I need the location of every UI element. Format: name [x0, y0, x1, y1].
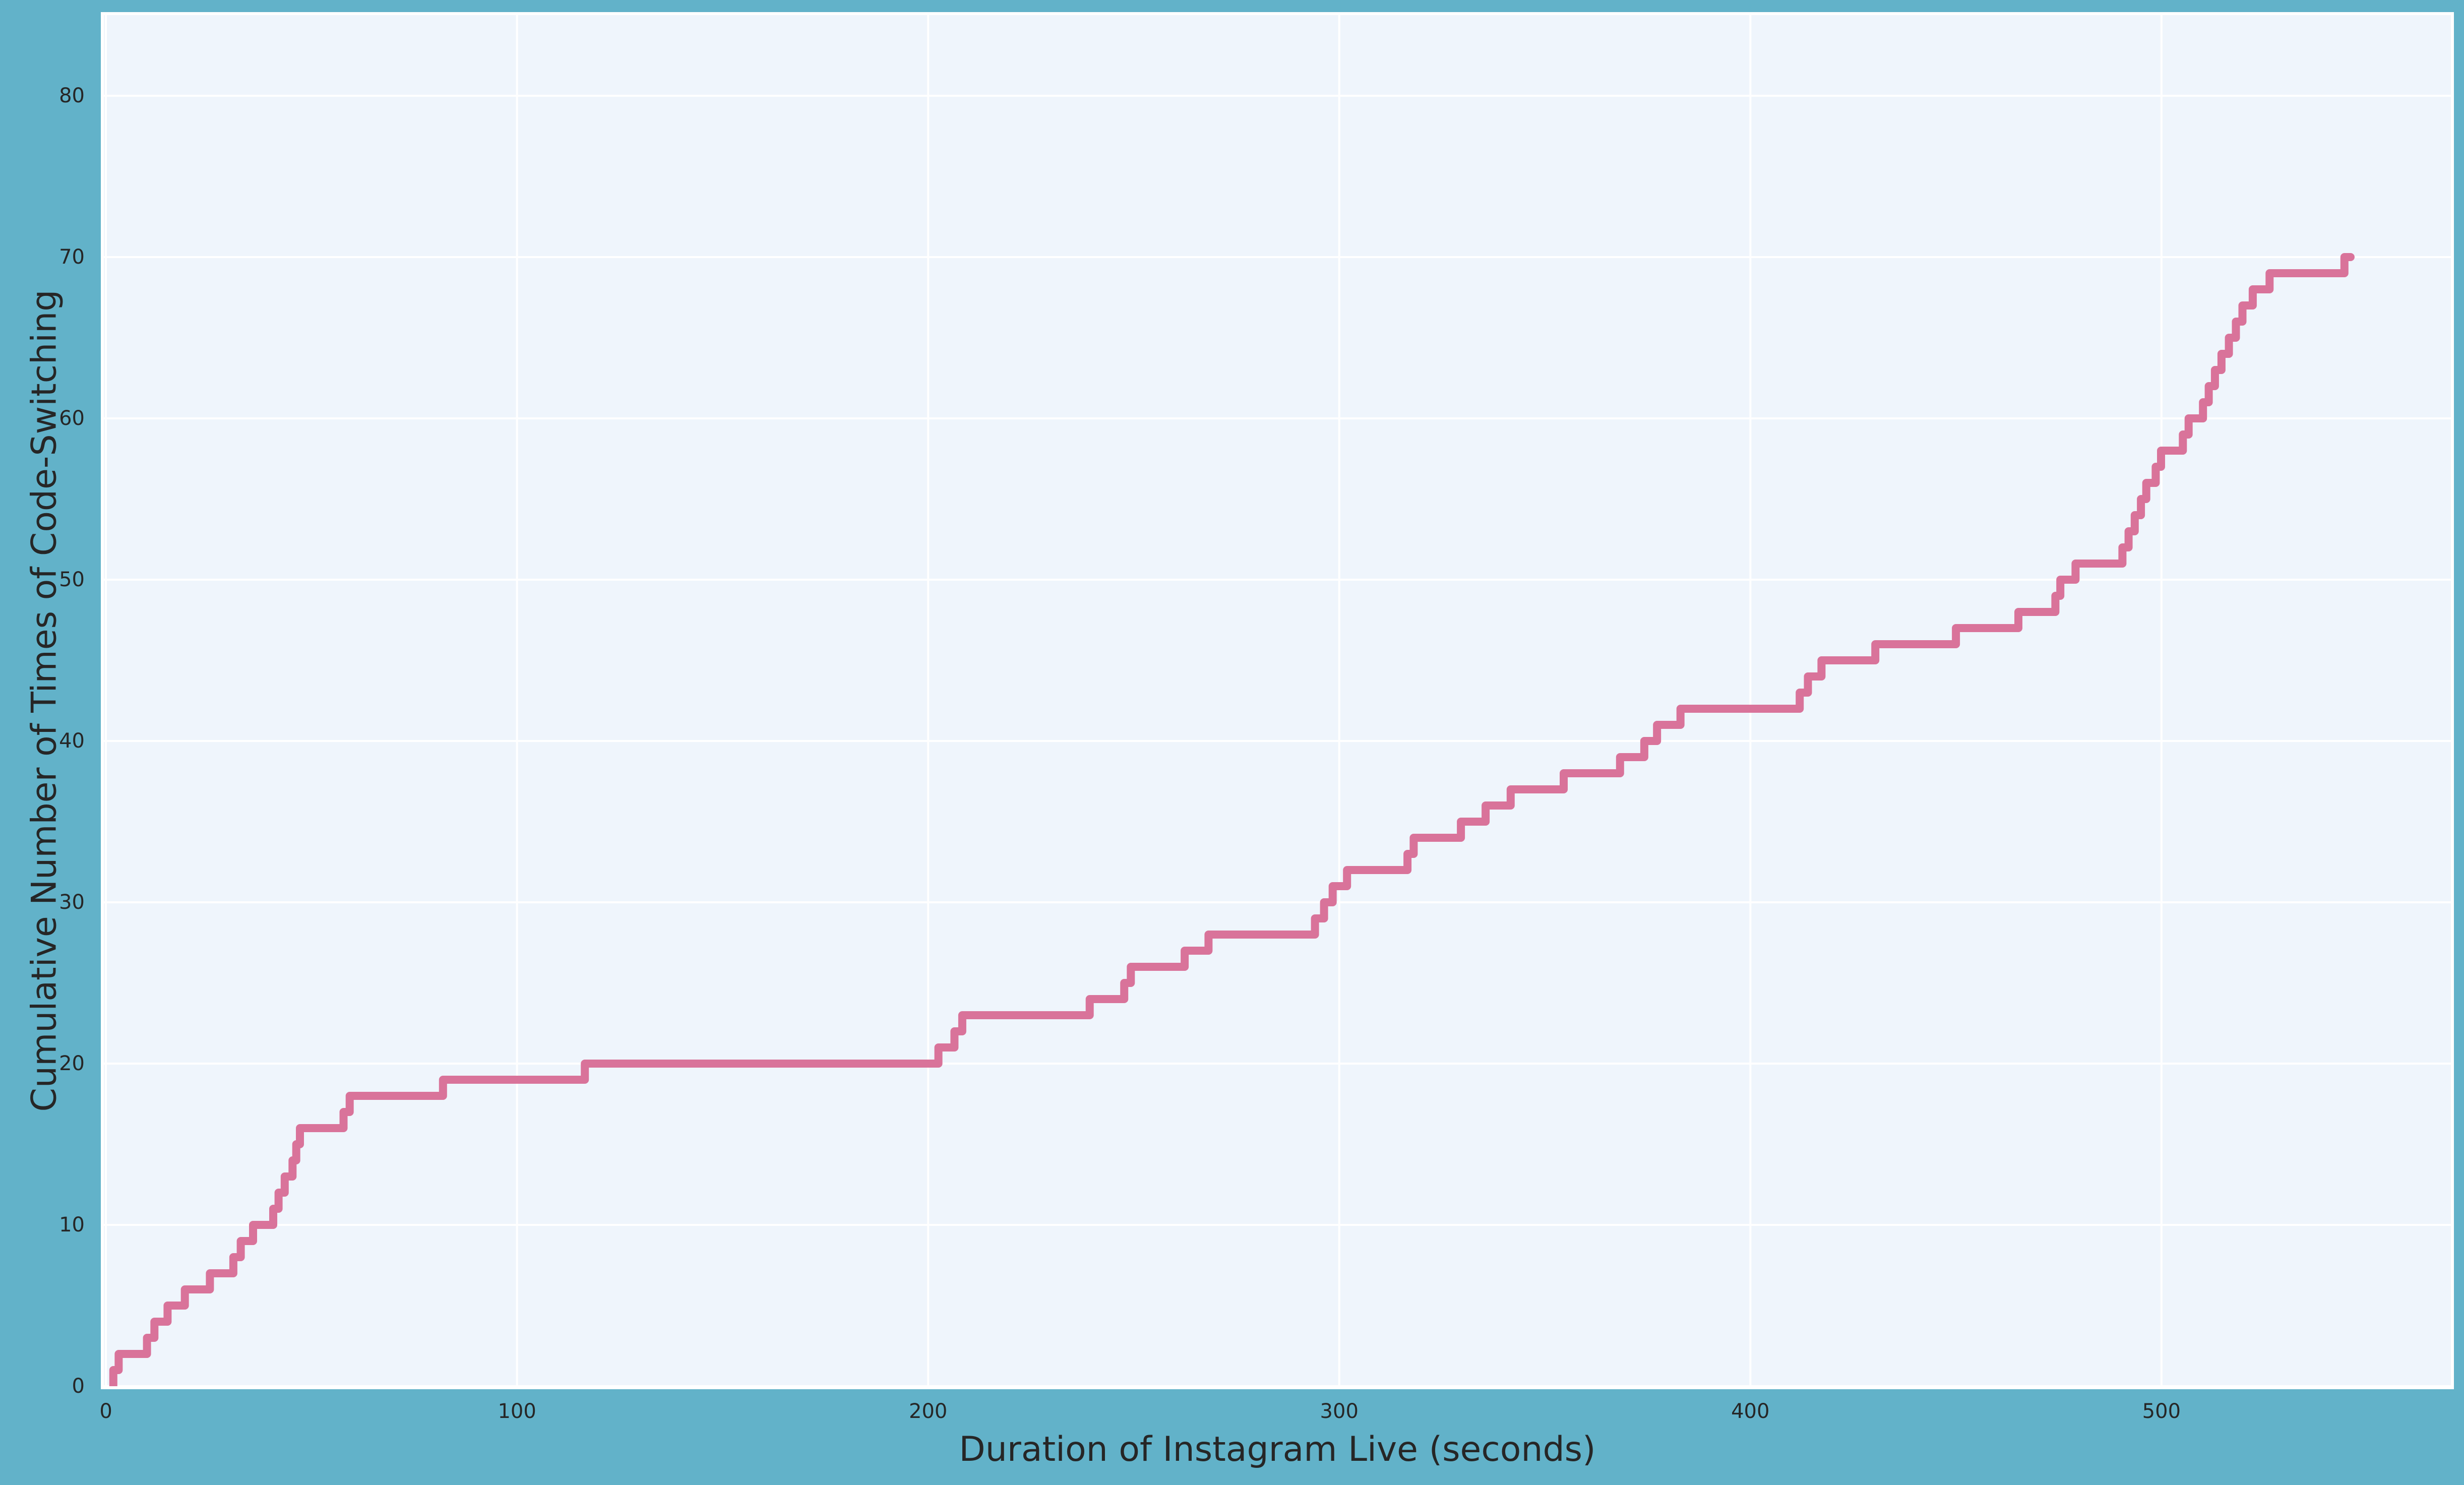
x-tick-label: 300	[1320, 1400, 1359, 1423]
y-tick-label: 30	[59, 891, 85, 914]
x-axis-title: Duration of Instagram Live (seconds)	[959, 1430, 1596, 1469]
y-tick-label: 80	[59, 84, 85, 107]
series-layer	[109, 253, 2355, 1386]
chart-canvas	[104, 15, 2451, 1386]
y-tick-label: 10	[59, 1213, 85, 1236]
plot-area	[101, 12, 2454, 1389]
y-tick-label: 40	[59, 729, 85, 753]
x-tick-label: 0	[99, 1400, 112, 1423]
y-axis-title: Cumulative Number of Times of Code-Switc…	[24, 289, 65, 1112]
y-tick-label: 20	[59, 1052, 85, 1075]
y-tick-label: 70	[59, 245, 85, 269]
x-tick-label: 400	[1731, 1400, 1770, 1423]
y-tick-label: 0	[72, 1375, 85, 1398]
grid-layer	[104, 15, 2451, 1386]
y-tick-label: 60	[59, 407, 85, 430]
x-tick-label: 500	[2142, 1400, 2181, 1423]
x-tick-label: 200	[908, 1400, 948, 1423]
step-line	[109, 253, 2355, 1386]
x-tick-label: 100	[498, 1400, 536, 1423]
y-tick-label: 50	[59, 568, 85, 591]
